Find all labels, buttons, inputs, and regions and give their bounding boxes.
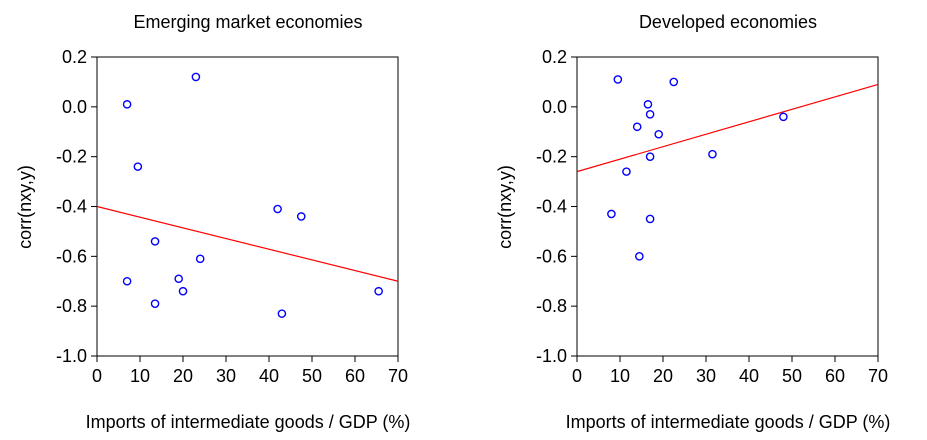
- data-point: [150, 237, 160, 246]
- data-point: [645, 152, 655, 161]
- x-ticks: 0 10 20 30 40 50 60 70: [92, 356, 408, 386]
- data-point: [277, 309, 287, 318]
- y-ticks: 0.2 0.0 -0.2 -0.4 -0.6 -0.8 -1.0: [56, 47, 97, 366]
- data-point: [122, 100, 132, 109]
- data-point: [669, 77, 679, 87]
- x-tick-label: 30: [216, 366, 236, 386]
- plot-frame: [96, 56, 399, 357]
- data-point: [273, 204, 282, 214]
- data-point: [632, 122, 642, 132]
- x-ticks: 0 10 20 30 40 50 60 70: [572, 356, 888, 386]
- data-point: [708, 149, 717, 159]
- panel-title: Emerging market economies: [133, 12, 362, 32]
- data-points: [607, 75, 788, 261]
- data-points: [122, 72, 383, 318]
- data-point: [150, 299, 160, 308]
- x-tick-label: 50: [782, 366, 802, 386]
- data-point: [613, 75, 623, 84]
- x-tick-label: 60: [345, 366, 365, 386]
- x-axis-label: Imports of intermediate goods / GDP (%): [566, 412, 891, 432]
- data-point: [374, 286, 383, 296]
- fit-line-group: [96, 205, 399, 282]
- y-tick-label: -1.0: [536, 346, 567, 366]
- fit-line: [96, 205, 399, 282]
- y-tick-label: 0.2: [62, 47, 87, 67]
- y-tick-label: 0.2: [542, 47, 567, 67]
- fit-line-group: [576, 83, 879, 173]
- y-axis-label: corr(nxy,y): [495, 165, 515, 249]
- y-tick-label: -0.4: [536, 197, 567, 217]
- x-tick-label: 70: [868, 366, 888, 386]
- x-tick-label: 40: [739, 366, 759, 386]
- panel-developed-economies: Developed economies 0 10 20 30 40 50 60 70 0.20…: [495, 12, 890, 432]
- x-axis-label: Imports of intermediate goods / GDP (%): [86, 412, 411, 432]
- x-tick-label: 0: [92, 366, 102, 386]
- y-tick-label: 0.0: [542, 97, 567, 117]
- fit-line: [576, 83, 879, 173]
- data-point: [635, 252, 644, 261]
- x-tick-label: 10: [130, 366, 150, 386]
- y-tick-label: -0.8: [536, 296, 567, 316]
- x-tick-label: 60: [825, 366, 845, 386]
- y-tick-label: -0.4: [56, 197, 87, 217]
- x-tick-label: 30: [696, 366, 716, 386]
- x-tick-label: 10: [610, 366, 630, 386]
- y-tick-label: -0.8: [56, 296, 87, 316]
- data-point: [195, 254, 205, 264]
- y-tick-label: -0.6: [56, 246, 87, 266]
- data-point: [296, 212, 306, 221]
- x-tick-label: 0: [572, 366, 582, 386]
- data-point: [133, 162, 143, 171]
- data-point: [654, 129, 664, 139]
- plot-frame: [576, 56, 879, 357]
- x-tick-label: 50: [302, 366, 322, 386]
- data-point: [174, 274, 183, 284]
- panel-title: Developed economies: [639, 12, 817, 32]
- y-tick-label: -0.2: [56, 147, 87, 167]
- y-axis-label: corr(nxy,y): [15, 165, 35, 249]
- x-tick-label: 20: [653, 366, 673, 386]
- data-point: [191, 72, 201, 82]
- data-point: [178, 286, 188, 296]
- y-ticks: 0.2 0.0 -0.2 -0.4 -0.6 -0.8 -1.0: [536, 47, 577, 366]
- x-tick-label: 70: [388, 366, 408, 386]
- data-point: [622, 167, 631, 176]
- data-point: [779, 112, 788, 122]
- data-point: [607, 209, 616, 219]
- data-point: [645, 214, 655, 224]
- x-tick-label: 20: [173, 366, 193, 386]
- y-tick-label: -0.6: [536, 246, 567, 266]
- data-point: [643, 100, 653, 109]
- y-tick-label: -0.2: [536, 147, 567, 167]
- data-point: [122, 276, 132, 286]
- data-point: [645, 110, 655, 119]
- panel-emerging-markets: Emerging market economies 0 10 20 30 40 50 60 7…: [15, 12, 410, 432]
- y-tick-label: -1.0: [56, 346, 87, 366]
- y-tick-label: 0.0: [62, 97, 87, 117]
- x-tick-label: 40: [259, 366, 279, 386]
